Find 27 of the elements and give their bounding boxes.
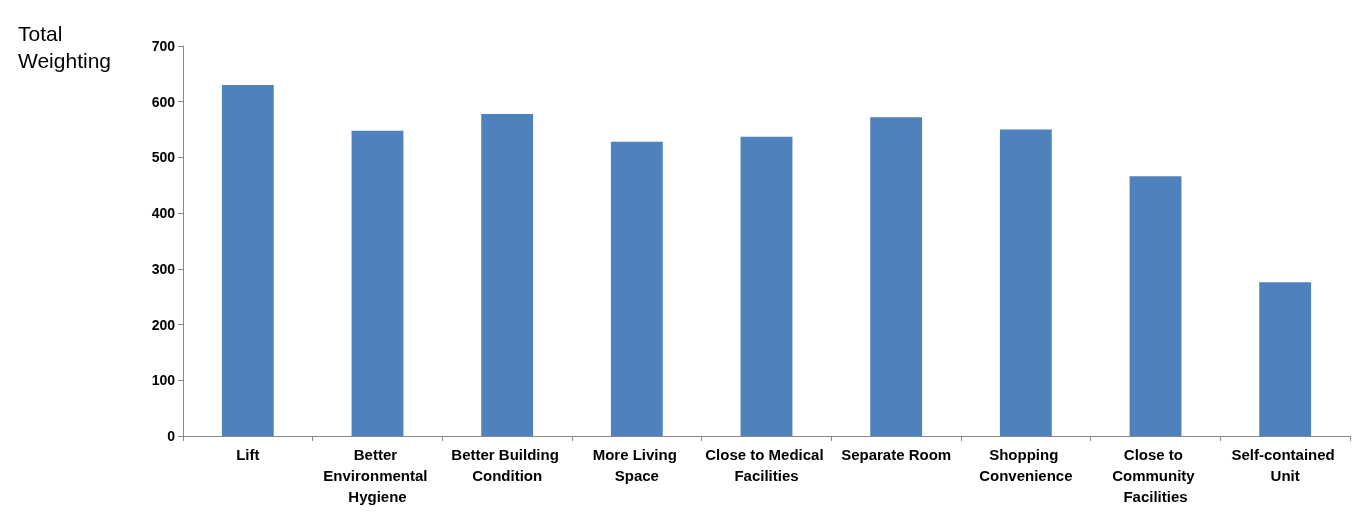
x-tick-label: Self-contained Unit	[1231, 446, 1339, 484]
y-tick-label: 700	[151, 38, 176, 54]
x-tick-label: Close to Medical Facilities	[705, 446, 828, 484]
y-tick-label: 400	[151, 205, 176, 222]
x-tick-label: Better Environmental Hygiene	[323, 446, 432, 505]
y-tick-label: 0	[167, 428, 176, 444]
bar	[870, 117, 923, 436]
y-tick-label: 200	[151, 316, 176, 333]
y-tick-label: 100	[151, 372, 176, 389]
y-tick-label: 500	[151, 149, 176, 166]
bar	[481, 113, 534, 436]
y-tick-label: 600	[151, 93, 176, 110]
bar	[740, 136, 793, 436]
bar	[1259, 282, 1312, 436]
bar	[351, 130, 404, 436]
x-tick-label: Shopping Convenience	[979, 446, 1073, 484]
x-tick-label: Separate Room	[841, 446, 952, 463]
bar	[221, 85, 274, 436]
bar	[610, 141, 663, 436]
bar	[999, 129, 1052, 436]
x-tick-label: More Living Space	[592, 446, 682, 484]
y-tick-label: 300	[151, 260, 176, 277]
x-tick-label: Better Building Condition	[451, 446, 563, 484]
y-axis-title: Total Weighting	[18, 22, 112, 72]
x-tick-label: Close to Community Facilities	[1112, 446, 1199, 505]
x-tick-label: Lift	[236, 446, 260, 463]
bar	[1129, 176, 1182, 436]
